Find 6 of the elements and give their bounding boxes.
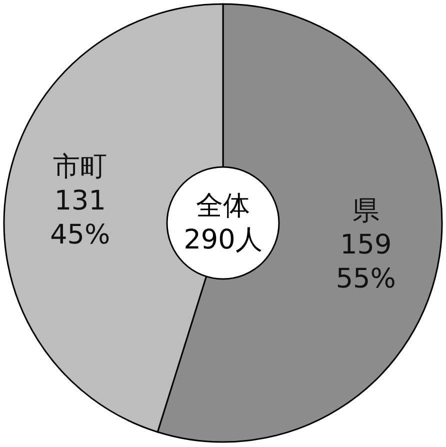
text: 290人 [184, 224, 262, 256]
slice-label: 市町 [53, 152, 108, 183]
text: 全体 [196, 190, 250, 222]
data-label: 159 55% [336, 229, 396, 294]
slice-label: 県 [352, 195, 380, 226]
data-label: 131 45% [50, 186, 110, 251]
